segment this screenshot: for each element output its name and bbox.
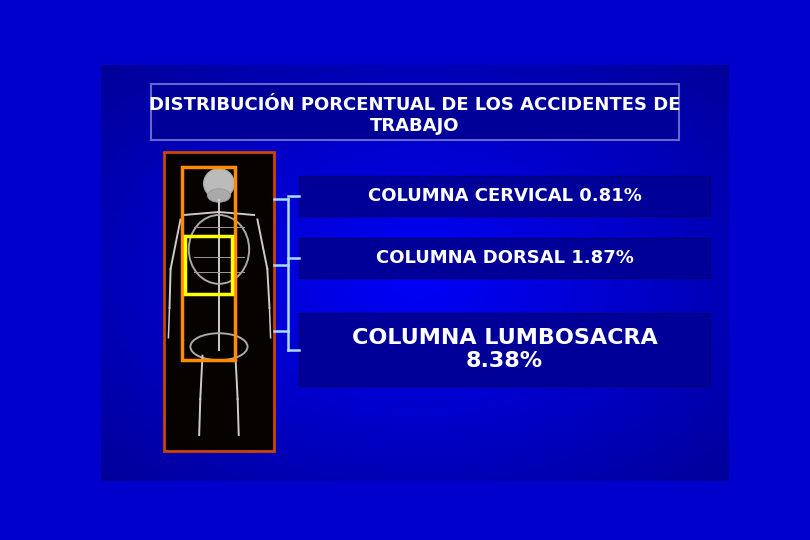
Bar — [151, 84, 679, 140]
Text: COLUMNA CERVICAL 0.81%: COLUMNA CERVICAL 0.81% — [368, 187, 642, 205]
Ellipse shape — [207, 189, 231, 202]
Bar — [185, 236, 232, 294]
Text: DISTRIBUCIÓN PORCENTUAL DE LOS ACCIDENTES DE: DISTRIBUCIÓN PORCENTUAL DE LOS ACCIDENTE… — [149, 96, 681, 114]
Text: TRABAJO: TRABAJO — [370, 117, 460, 135]
Text: COLUMNA DORSAL 1.87%: COLUMNA DORSAL 1.87% — [376, 249, 633, 267]
Bar — [299, 176, 710, 215]
Ellipse shape — [203, 168, 234, 199]
Text: COLUMNA LUMBOSACRA
8.38%: COLUMNA LUMBOSACRA 8.38% — [352, 328, 658, 371]
Bar — [181, 167, 235, 360]
Bar — [299, 313, 710, 386]
Bar — [164, 152, 274, 451]
Bar — [299, 238, 710, 278]
